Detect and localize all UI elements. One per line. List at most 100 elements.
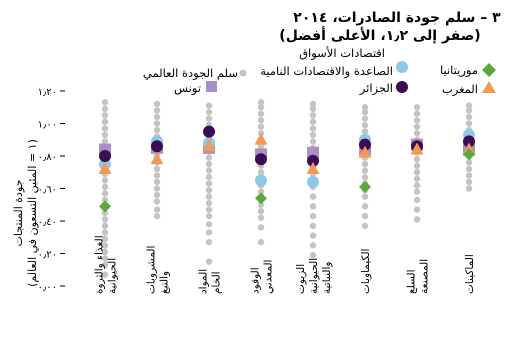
category-label-line: الوقود	[250, 267, 262, 294]
chart-title-line2: (صفر إلى ١٫٢، الأعلى أفضل)	[279, 26, 480, 44]
global-ladder-point	[361, 173, 369, 181]
morocco-marker	[358, 145, 372, 158]
global-ladder-point	[465, 178, 473, 186]
legend-emerging-label-line2: الصاعدة والاقتصادات النامية	[260, 64, 393, 79]
category-label-line: الحيوانية	[308, 258, 320, 294]
global-ladder-point	[257, 169, 265, 176]
y-tick-label: ٠٫٠٠	[38, 282, 57, 293]
global-ladder-point	[257, 201, 265, 208]
global-ladder-point	[205, 193, 213, 200]
mauritania-marker	[359, 180, 371, 193]
y-tick-label: ١٫٠٠	[38, 120, 57, 131]
y-tick-label: ٠٫٦٠	[38, 185, 57, 196]
global-ladder-point	[101, 229, 109, 236]
global-ladder-point	[257, 117, 265, 124]
global-ladder-point	[361, 160, 369, 168]
global-ladder-point	[465, 107, 473, 114]
global-ladder-point	[413, 206, 421, 213]
chart-title-line1: ٣ – سلم جودة الصادرات، ٢٠١٤	[293, 10, 501, 26]
global-ladder-point	[205, 206, 213, 213]
global-ladder-point	[309, 131, 317, 139]
algeria-marker	[307, 154, 319, 167]
global-ladder-point	[101, 183, 109, 191]
global-ladder-point	[465, 165, 473, 173]
global-ladder-point	[257, 110, 265, 117]
global-ladder-point	[309, 242, 317, 249]
global-ladder-point	[361, 167, 369, 174]
global-ladder-point	[465, 120, 473, 127]
global-ladder-point	[361, 108, 369, 116]
global-ladder-point	[205, 173, 213, 181]
global-ladder-point	[153, 178, 161, 186]
global-ladder-point	[465, 159, 473, 166]
global-ladder-point	[153, 172, 161, 179]
country-markers	[98, 125, 476, 213]
category-label: المواد الخام	[198, 269, 223, 294]
global-ladder-point	[205, 167, 213, 174]
global-ladder-point	[361, 193, 369, 200]
global-ladder-point	[361, 104, 369, 111]
legend-global-ladder-label: سلم الجودة العالمي	[143, 66, 238, 81]
global-ladder-point	[413, 130, 421, 137]
global-ladder-point	[205, 102, 213, 109]
legend-emerging-marker	[396, 61, 408, 73]
y-tick-label: ٠٫٨٠	[38, 152, 57, 163]
global-ladder-point	[465, 113, 473, 121]
global-ladder-point	[257, 99, 265, 106]
global-ladder-point	[413, 196, 421, 204]
legend-algeria-label: الجزائر	[359, 81, 393, 96]
global-ladder-point	[101, 261, 109, 269]
global-ladder-point	[205, 238, 213, 246]
global-ladder-point	[101, 222, 109, 230]
global-ladder-point	[153, 185, 161, 192]
category-label: الماكينات	[464, 254, 476, 294]
legend: اقتصادات الأسواق موريتانيا الصاعدة والاق…	[143, 46, 496, 97]
global-ladder-point	[101, 271, 109, 278]
category-label-line: الماكينات	[464, 254, 476, 294]
global-ladder-point	[257, 238, 265, 246]
y-tick-label: ٠٫٢٠	[38, 250, 57, 261]
global-ladder-point	[153, 126, 161, 134]
global-ladder-point	[361, 121, 369, 129]
y-tick-label: ٠٫٤٠	[38, 217, 57, 228]
global-ladder-point	[309, 203, 317, 210]
y-axis-title-line2: (١ = المئين التسعون في العالم)	[26, 139, 39, 287]
global-ladder-point	[309, 112, 317, 119]
legend-mauritania-label: موريتانيا	[440, 63, 478, 78]
legend-tunisia-marker	[206, 81, 217, 92]
morocco-marker	[98, 162, 112, 174]
emerging-developing-marker	[307, 176, 319, 188]
global-ladder-point	[309, 118, 317, 126]
algeria-marker	[463, 135, 475, 148]
global-ladder-point	[361, 222, 369, 230]
global-ladder-point	[153, 113, 161, 121]
morocco-marker	[254, 132, 268, 145]
category-label: الكيماويات	[360, 249, 372, 294]
y-axis-ticks: ٠٫٠٠ ٠٫٢٠ ٠٫٤٠ ٠٫٦٠ ٠٫٨٠ ١٫٠٠ ١٫٢٠	[38, 87, 65, 293]
x-axis-category-labels: الغذاء والثروة الحيوانية المشروبات والتبغ ال…	[94, 235, 477, 294]
legend-mauritania-marker	[482, 63, 496, 77]
global-ladder-point	[309, 251, 317, 259]
category-label-line: السلع	[406, 269, 418, 294]
global-ladder-point	[361, 128, 369, 135]
global-ladder-point	[361, 203, 369, 210]
category-label: المشروبات والتبغ	[146, 246, 171, 294]
global-ladder-point	[309, 232, 317, 239]
global-ladder-point	[101, 131, 109, 139]
category-label-line: المصنعة	[419, 259, 431, 294]
y-axis-title: جودة المنتجات (١ = المئين التسعون في الع…	[12, 139, 39, 287]
y-tick-label: ١٫٢٠	[38, 87, 57, 98]
global-ladder-point	[205, 180, 213, 187]
legend-morocco-marker	[482, 81, 496, 93]
global-ladder-point	[153, 191, 161, 199]
legend-emerging-label-line1: اقتصادات الأسواق	[299, 46, 385, 61]
mauritania-marker	[255, 192, 267, 205]
global-ladder-point	[101, 255, 109, 262]
legend-morocco-label: المغرب	[442, 82, 478, 97]
mauritania-marker	[99, 200, 111, 213]
global-ladder-point	[101, 196, 109, 204]
global-ladder-point	[413, 117, 421, 124]
algeria-marker	[359, 138, 371, 151]
algeria-marker	[203, 125, 215, 138]
